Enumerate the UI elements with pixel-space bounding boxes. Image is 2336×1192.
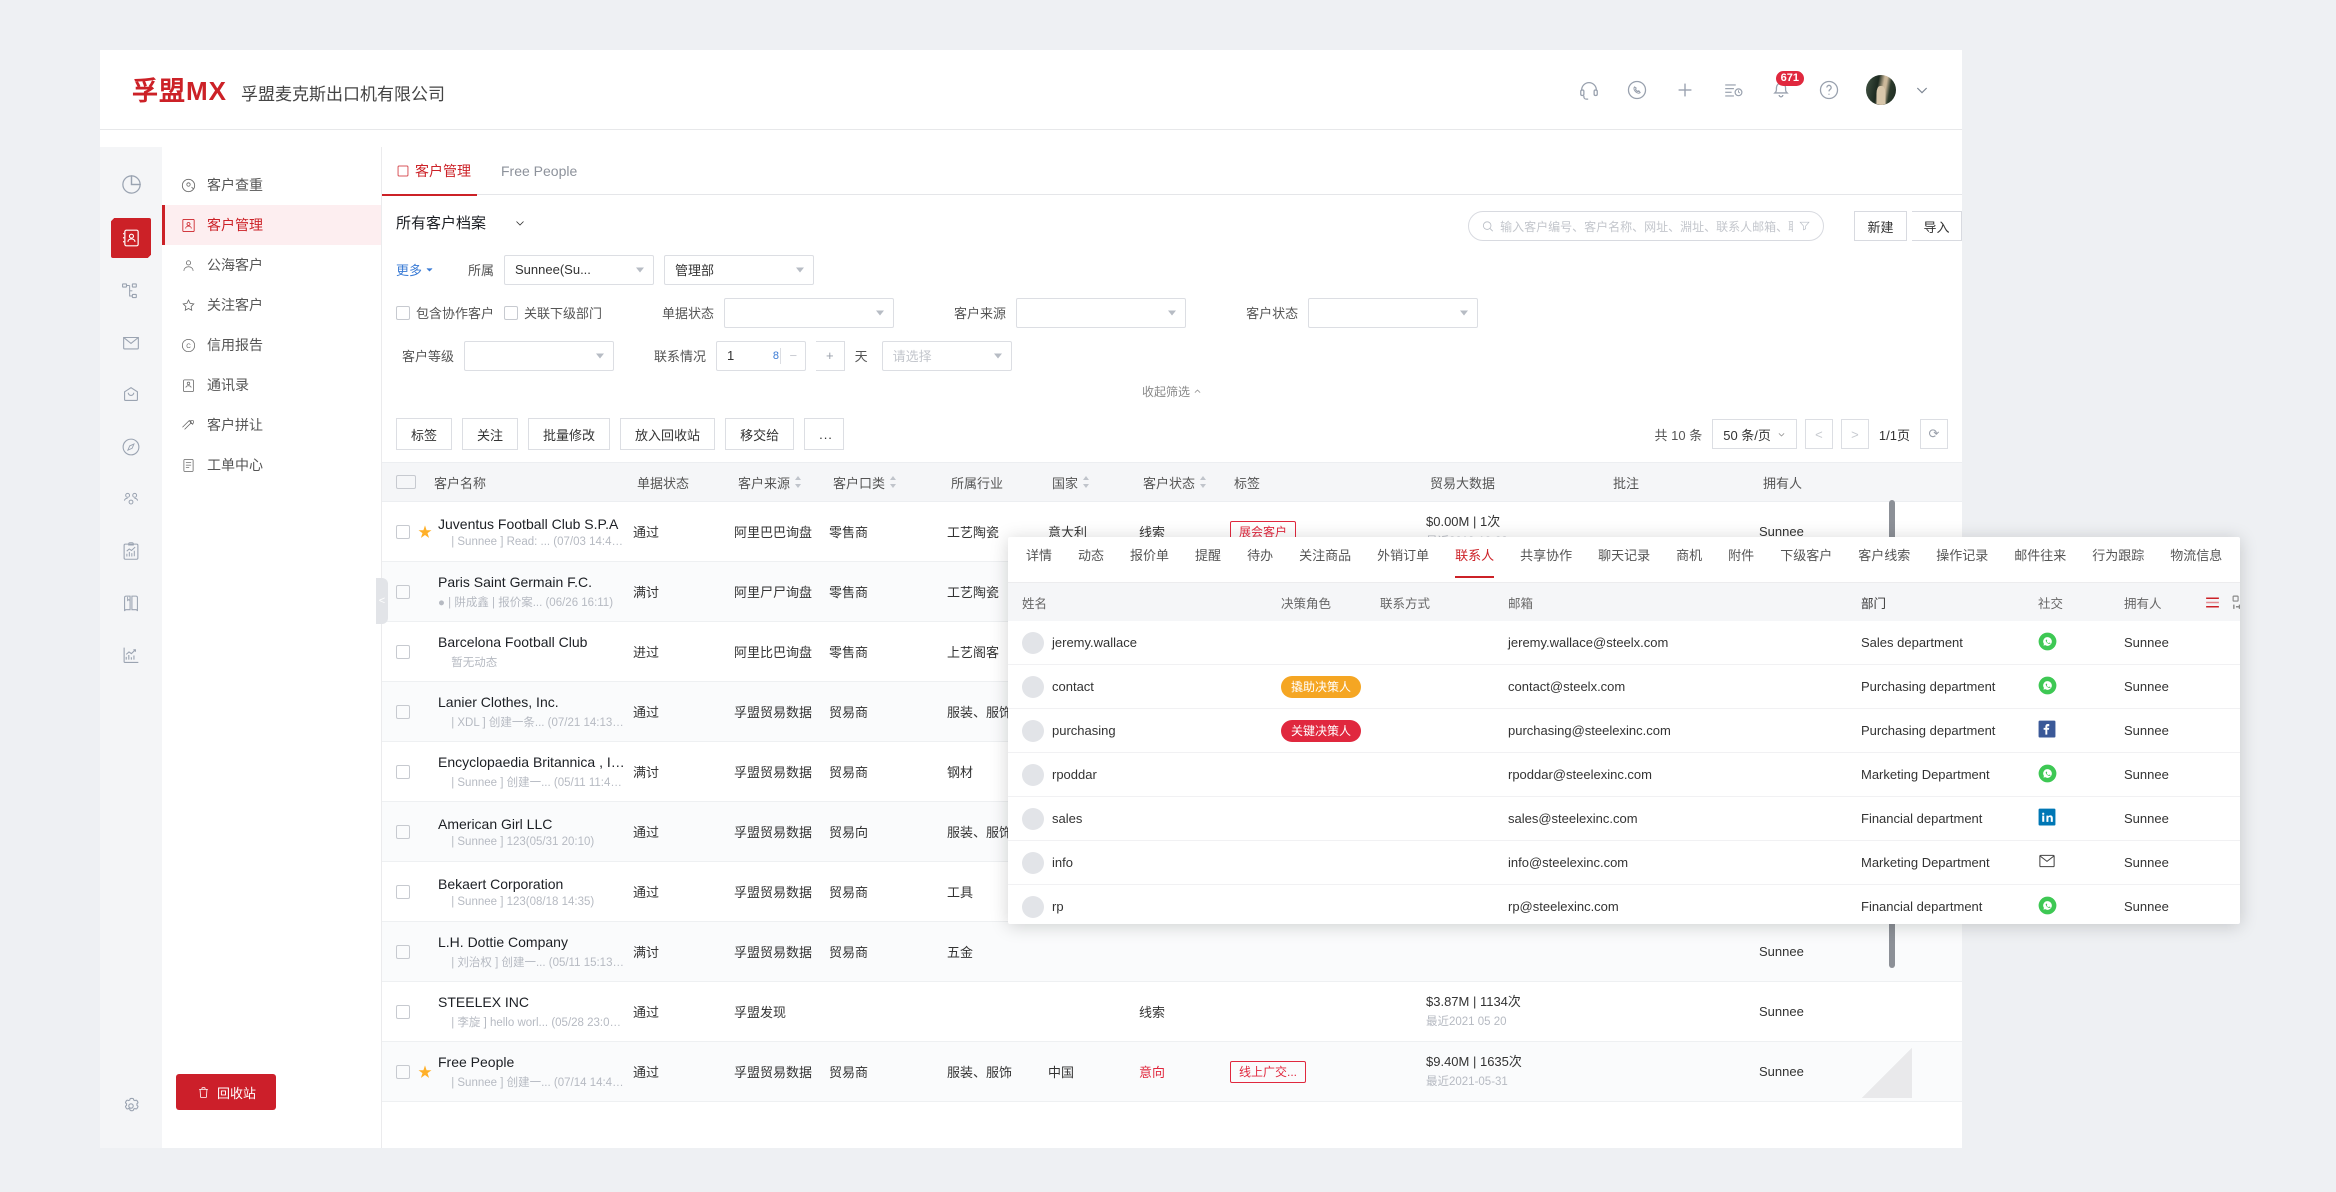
svg-text:C: C [186, 342, 191, 349]
